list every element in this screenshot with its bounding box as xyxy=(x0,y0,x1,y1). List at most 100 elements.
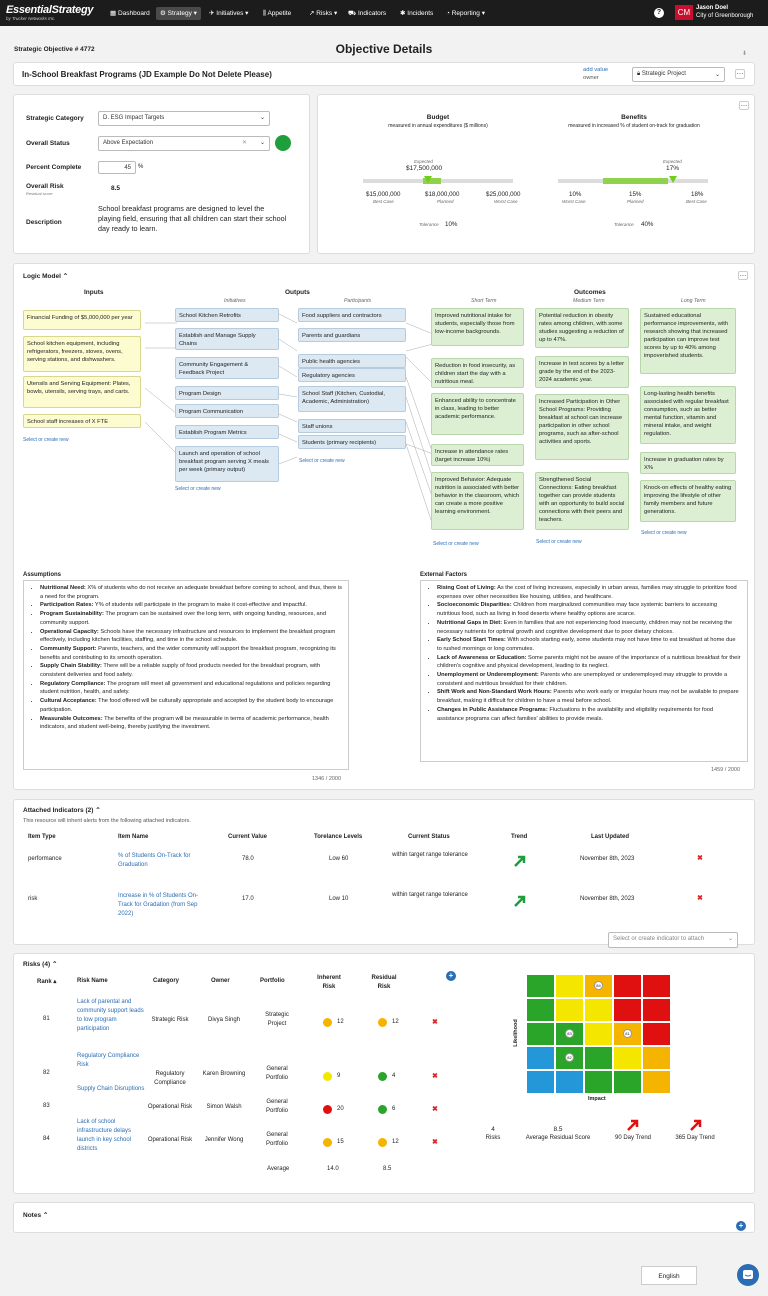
heatmap-marker[interactable]: 84 xyxy=(594,981,603,990)
heatmap-cell[interactable] xyxy=(555,1070,584,1094)
description-text[interactable]: School breakfast programs are designed t… xyxy=(98,204,287,233)
heatmap-marker[interactable]: 81 xyxy=(623,1029,632,1038)
risk-name-link[interactable]: Regulatory Compliance Risk xyxy=(77,1053,140,1068)
help-icon[interactable]: ? xyxy=(654,8,664,18)
heatmap-cell[interactable] xyxy=(526,974,555,998)
participant-item[interactable]: Regulatory agencies xyxy=(298,368,406,382)
notes-title[interactable]: Notes ⌃ xyxy=(23,1212,49,1219)
inputs-select-link[interactable]: Select or create new xyxy=(23,437,69,443)
heatmap-cell[interactable] xyxy=(613,998,642,1022)
remove-icon[interactable]: ✖ xyxy=(432,1139,438,1146)
chat-icon[interactable] xyxy=(737,1264,759,1286)
nav-incidents[interactable]: ✱ Incidents xyxy=(400,10,434,17)
remove-icon[interactable]: ✖ xyxy=(432,1073,438,1080)
input-item[interactable]: Utensils and Serving Equipment: Plates, … xyxy=(23,376,141,408)
heatmap-cell[interactable] xyxy=(642,1070,671,1094)
short-term-item[interactable]: Improved Behavior: Adequate nutrition is… xyxy=(431,472,524,530)
initiative-item[interactable]: Establish Program Metrics xyxy=(175,425,279,439)
heatmap-cell[interactable] xyxy=(642,1022,671,1046)
add-note-icon[interactable]: + xyxy=(736,1221,746,1231)
heatmap-cell[interactable] xyxy=(526,998,555,1022)
heatmap-cell[interactable] xyxy=(526,1046,555,1070)
more-menu-button[interactable]: … xyxy=(735,69,745,79)
heatmap-cell[interactable] xyxy=(613,974,642,998)
status-select[interactable]: Above Expectation ✕ ⌄ xyxy=(98,136,270,151)
external-factors-list[interactable]: Rising Cost of Living: As the cost of li… xyxy=(420,580,748,762)
remove-icon[interactable]: ✖ xyxy=(432,1019,438,1026)
risk-name-link[interactable]: Lack of parental and community support l… xyxy=(77,999,144,1032)
objective-name[interactable]: In-School Breakfast Programs (JD Example… xyxy=(22,70,272,79)
short-term-item[interactable]: Reduction in food insecurity, as childre… xyxy=(431,358,524,388)
indicators-title[interactable]: Attached Indicators (2) ⌃ xyxy=(23,807,101,814)
initiatives-select-link[interactable]: Select or create new xyxy=(175,486,221,492)
heatmap-cell[interactable] xyxy=(584,1046,613,1070)
participant-item[interactable]: Food suppliers and contractors xyxy=(298,308,406,322)
heatmap-cell[interactable] xyxy=(555,998,584,1022)
participant-item[interactable]: Public health agencies xyxy=(298,354,406,368)
heatmap-cell[interactable] xyxy=(584,998,613,1022)
input-item[interactable]: School kitchen equipment, including refr… xyxy=(23,336,141,372)
participant-item[interactable]: School Staff (Kitchen, Custodial, Academ… xyxy=(298,386,406,412)
nav-dashboard[interactable]: ▦ Dashboard xyxy=(110,10,150,17)
participant-item[interactable]: Staff unions xyxy=(298,419,406,433)
initiative-item[interactable]: Program Communication xyxy=(175,404,279,418)
heatmap-cell[interactable] xyxy=(526,1022,555,1046)
heatmap-cell[interactable] xyxy=(642,998,671,1022)
participant-item[interactable]: Parents and guardians xyxy=(298,328,406,342)
heatmap-cell[interactable] xyxy=(555,974,584,998)
short-term-item[interactable]: Improved nutritional intake for students… xyxy=(431,308,524,346)
nav-strategy[interactable]: ⚙ Strategy ▾ xyxy=(156,7,201,20)
col-rank[interactable]: Rank ▴ xyxy=(37,979,57,985)
participant-item[interactable]: Students (primary recipients) xyxy=(298,435,406,449)
nav-initiatives[interactable]: ✈ Initiatives ▾ xyxy=(209,10,249,17)
initiative-item[interactable]: Program Design xyxy=(175,386,279,400)
short-term-item[interactable]: Enhanced ability to concentrate in class… xyxy=(431,393,524,435)
medium-term-item[interactable]: Increased Participation in Other School … xyxy=(535,394,629,460)
long-term-item[interactable]: Increase in graduation rates by X% xyxy=(640,452,736,474)
risk-name-link[interactable]: Supply Chain Disruptions xyxy=(77,1086,145,1092)
heatmap-cell[interactable] xyxy=(526,1070,555,1094)
heatmap-marker[interactable]: 83 xyxy=(565,1029,574,1038)
user-name[interactable]: Jason Doel xyxy=(696,5,729,11)
long-term-select-link[interactable]: Select or create new xyxy=(641,530,687,536)
nav-indicators[interactable]: ⛟ Indicators xyxy=(348,10,387,17)
nav-reporting[interactable]: ◔ Reporting ▾ xyxy=(446,10,485,17)
long-term-item[interactable]: Long-lasting health benefits associated … xyxy=(640,386,736,444)
percent-input[interactable]: 45 xyxy=(98,161,136,174)
heatmap-cell[interactable] xyxy=(613,1070,642,1094)
avatar[interactable]: CM xyxy=(675,5,693,20)
input-item[interactable]: School staff increases of X FTE xyxy=(23,414,141,428)
input-item[interactable]: Financial Funding of $5,000,000 per year xyxy=(23,310,141,330)
risk-name-link[interactable]: Lack of school infrastructure delays lau… xyxy=(77,1119,132,1152)
initiative-item[interactable]: Establish and Manage Supply Chains xyxy=(175,328,279,350)
long-term-item[interactable]: Knock-on effects of healthy eating impro… xyxy=(640,480,736,522)
nav-risks[interactable]: ↗ Risks ▾ xyxy=(309,10,338,17)
long-term-item[interactable]: Sustained educational performance improv… xyxy=(640,308,736,374)
heatmap-cell[interactable] xyxy=(584,1070,613,1094)
medium-term-select-link[interactable]: Select or create new xyxy=(536,539,582,545)
nav-appetite[interactable]: ⫼ Appetite xyxy=(263,10,292,17)
heatmap-cell[interactable] xyxy=(613,1046,642,1070)
initiative-item[interactable]: School Kitchen Retrofits xyxy=(175,308,279,322)
medium-term-item[interactable]: Potential reduction in obesity rates amo… xyxy=(535,308,629,348)
medium-term-item[interactable]: Strengthened Social Connections: Eating … xyxy=(535,472,629,530)
more-menu-button[interactable]: … xyxy=(739,101,749,110)
add-value-link[interactable]: add value xyxy=(583,67,609,73)
short-term-item[interactable]: Increase in attendance rates (target inc… xyxy=(431,444,524,466)
language-button[interactable]: English xyxy=(641,1266,697,1285)
remove-icon[interactable]: ✖ xyxy=(697,855,703,862)
type-select[interactable]: 🔒︎ Strategic Project ⌄ xyxy=(632,67,725,82)
heatmap-marker[interactable]: 82 xyxy=(565,1053,574,1062)
short-term-select-link[interactable]: Select or create new xyxy=(433,541,479,547)
download-icon[interactable]: ⬇ xyxy=(742,51,748,57)
heatmap-cell[interactable] xyxy=(642,1046,671,1070)
initiative-item[interactable]: Community Engagement & Feedback Project xyxy=(175,357,279,379)
risks-title[interactable]: Risks (4) ⌃ xyxy=(23,961,58,968)
attach-indicator-select[interactable]: Select or create indicator to attach ⌄ xyxy=(608,932,738,948)
assumptions-list[interactable]: Nutritional Need: X% of students who do … xyxy=(23,580,349,770)
participants-select-link[interactable]: Select or create new xyxy=(299,458,345,464)
initiative-item[interactable]: Launch and operation of school breakfast… xyxy=(175,446,279,482)
heatmap-cell[interactable] xyxy=(584,1022,613,1046)
category-select[interactable]: D. ESG Impact Targets ⌄ xyxy=(98,111,270,126)
logo[interactable]: EssentialStrategy xyxy=(6,4,94,16)
